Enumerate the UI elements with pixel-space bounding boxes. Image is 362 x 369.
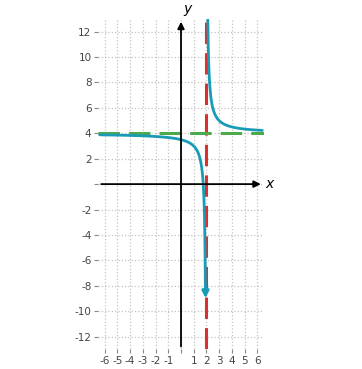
Text: y: y <box>183 3 191 17</box>
Text: x: x <box>265 177 274 191</box>
